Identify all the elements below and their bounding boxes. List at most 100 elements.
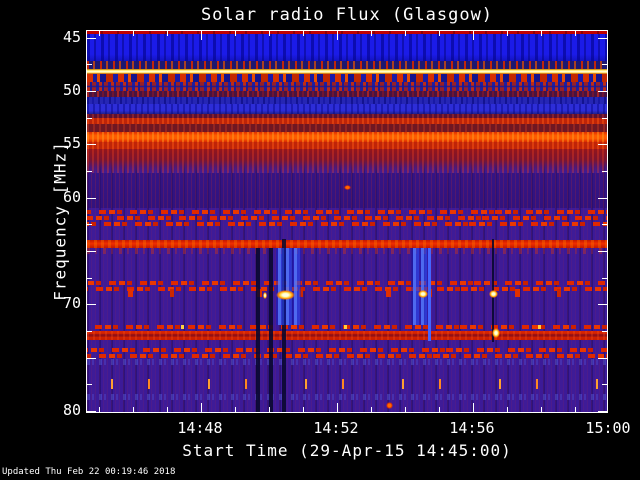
spectrogram-band-sparse-orange (87, 379, 607, 389)
x-tick-mark (98, 407, 100, 412)
spectrogram-band-red-fade (87, 148, 607, 173)
x-tick-mark (506, 407, 508, 412)
spectrogram-event-dark-line (282, 239, 286, 412)
spectrogram-band-dark-speckle (87, 60, 607, 69)
x-tick-mark (166, 407, 168, 412)
y-tick-mark (602, 224, 607, 226)
spectrogram-band-red-bright (87, 132, 607, 143)
spectrogram-band-speckle-faint (87, 247, 607, 254)
y-tick-mark (602, 277, 607, 279)
y-tick-mark (598, 357, 607, 359)
x-tick-label: 14:56 (449, 419, 495, 437)
spectrogram-event-orange-dot (344, 184, 351, 191)
spectrogram-event-burst (418, 290, 429, 298)
spectrogram-event-orange-dot (385, 402, 393, 409)
chart-title: Solar radio Flux (Glasgow) (200, 5, 494, 25)
spectrogram-band-maroon-speckle (87, 91, 607, 98)
spectrogram-band-barcode (87, 208, 607, 232)
spectrogram-band-maroon-dark (87, 124, 607, 132)
spectrogram-band-faint-blue (87, 393, 607, 400)
x-tick-mark (302, 31, 304, 36)
spectrogram-band-red-mid (87, 118, 607, 124)
spectrogram-band-barcode (87, 346, 607, 358)
spectrogram-band-barcode (87, 279, 607, 291)
barcode-row (87, 286, 607, 291)
spectrogram-band-maroon (87, 113, 607, 119)
y-tick-mark (87, 304, 96, 306)
x-tick-mark (200, 403, 202, 412)
y-tick-mark (598, 144, 607, 146)
spectrogram-band-yellow-line (87, 68, 607, 74)
x-tick-mark (234, 407, 236, 412)
x-tick-label: 15:00 (585, 419, 631, 437)
y-tick-mark (598, 304, 607, 306)
y-tick-label: 50 (62, 81, 81, 100)
spectrogram-band-red-mid (87, 142, 607, 149)
barcode-row (87, 325, 607, 330)
x-tick-mark (370, 31, 372, 36)
barcode-row (87, 347, 607, 352)
x-tick-mark (234, 31, 236, 36)
plot-area (86, 30, 608, 413)
y-tick-mark (87, 171, 92, 173)
x-tick-mark (268, 31, 270, 36)
y-tick-mark (87, 64, 92, 66)
y-tick-mark (87, 224, 92, 226)
spectrogram-event-burst (492, 327, 500, 339)
spectrogram-band-sparse-dash (87, 288, 607, 297)
spectrogram-event-dark-line (256, 247, 260, 412)
x-tick-mark (132, 407, 134, 412)
barcode-row (87, 216, 607, 221)
y-tick-mark (87, 117, 92, 119)
x-tick-mark (302, 407, 304, 412)
y-tick-label: 70 (62, 294, 81, 313)
spectrogram-event-burst (276, 290, 296, 301)
barcode-row (87, 222, 607, 227)
spectrogram-band-faint-blue (87, 358, 607, 365)
x-tick-mark (472, 403, 474, 412)
spectrogram-band-comb-teeth (87, 73, 607, 82)
y-tick-mark (602, 64, 607, 66)
barcode-row (87, 353, 607, 358)
y-tick-mark (87, 251, 96, 253)
y-tick-mark (87, 197, 96, 199)
x-tick-mark (506, 31, 508, 36)
x-axis-label: Start Time (29-Apr-15 14:45:00) (182, 441, 512, 460)
y-tick-mark (87, 91, 96, 93)
y-tick-mark (87, 37, 96, 39)
x-tick-mark (336, 403, 338, 412)
x-tick-mark (268, 407, 270, 412)
x-tick-mark (438, 31, 440, 36)
spectrogram-band-purple-dim (87, 172, 607, 209)
spectrogram-band-deep-blue (87, 34, 607, 61)
x-tick-mark (336, 31, 338, 40)
x-tick-label: 14:52 (313, 419, 359, 437)
y-tick-mark (87, 144, 96, 146)
spectrogram-event-burst (488, 290, 498, 298)
y-tick-label: 60 (62, 187, 81, 206)
x-tick-mark (472, 31, 474, 40)
x-tick-mark (540, 31, 542, 36)
x-tick-mark (438, 407, 440, 412)
y-tick-mark (598, 37, 607, 39)
y-tick-label: 45 (62, 27, 81, 46)
spectrogram-band-red-solid (87, 240, 607, 248)
x-tick-mark (540, 407, 542, 412)
x-tick-mark (574, 407, 576, 412)
x-tick-label: 14:48 (177, 419, 223, 437)
y-tick-mark (602, 117, 607, 119)
spectrogram-band-red-solid-dark (87, 331, 607, 340)
y-tick-mark (598, 411, 607, 412)
y-tick-mark (87, 411, 96, 412)
y-tick-mark (598, 251, 607, 253)
y-axis-label: Frequency [MHz] (50, 141, 70, 301)
barcode-row (87, 280, 607, 285)
spectrogram-event-blue-streak (275, 247, 302, 325)
spectrogram-event-blue-line (428, 247, 431, 341)
spectrogram-band-blue-band (87, 103, 607, 114)
y-tick-mark (602, 331, 607, 333)
y-tick-label: 80 (62, 401, 81, 419)
x-tick-mark (574, 31, 576, 36)
y-tick-mark (87, 357, 96, 359)
